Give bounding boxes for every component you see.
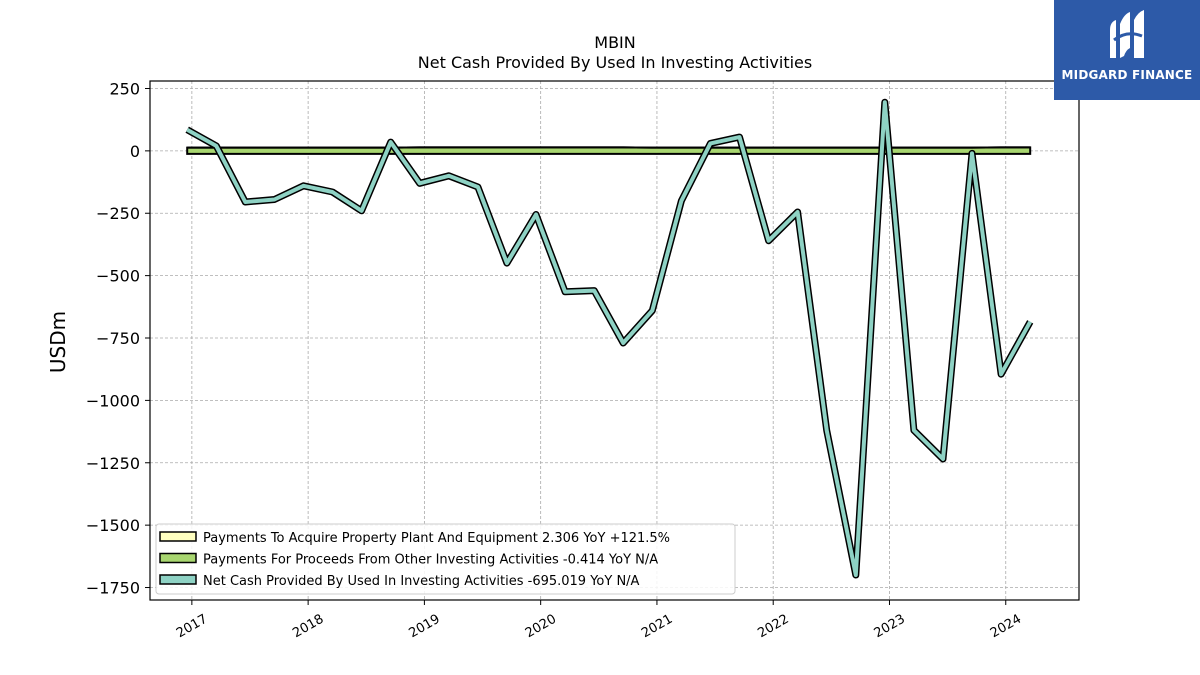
y-tick-label: 250 bbox=[109, 79, 140, 98]
legend-label: Payments To Acquire Property Plant And E… bbox=[203, 531, 670, 546]
y-tick-label: 0 bbox=[130, 142, 140, 161]
y-tick-label: −1250 bbox=[86, 454, 140, 473]
x-tick-label: 2020 bbox=[523, 612, 559, 642]
midgard-finance-logo: MIDGARD FINANCE bbox=[1054, 0, 1200, 100]
y-tick-label: −1000 bbox=[86, 391, 140, 410]
y-axis-label: USDm bbox=[46, 311, 70, 373]
legend-swatch bbox=[159, 552, 197, 564]
y-axis: 250 0 −250 −500 −750 −1000 −1250 −1500 −1750 bbox=[86, 79, 150, 598]
legend-swatch bbox=[159, 531, 197, 542]
legend-frame bbox=[155, 523, 736, 595]
x-tick-label: 2023 bbox=[872, 612, 908, 642]
chart-subtitle: Net Cash Provided By Used In Investing A… bbox=[418, 53, 812, 72]
y-tick-label: −500 bbox=[96, 267, 140, 286]
y-tick-label: −750 bbox=[96, 329, 140, 348]
x-tick-label: 2024 bbox=[988, 612, 1024, 642]
x-axis: 2017 2018 2019 2020 2021 2022 2023 2024 bbox=[174, 600, 1024, 641]
x-tick-label: 2019 bbox=[407, 612, 443, 642]
x-tick-label: 2017 bbox=[174, 612, 210, 642]
plot-frame bbox=[149, 80, 1080, 601]
grid bbox=[150, 81, 1079, 600]
x-tick-label: 2018 bbox=[290, 612, 326, 642]
y-tick-label: −1500 bbox=[86, 516, 140, 535]
series-line-net-cash-outline bbox=[185, 98, 1034, 579]
logo-mark-icon bbox=[1110, 10, 1144, 58]
series-line-net-cash bbox=[186, 100, 1032, 577]
y-tick-label: −1750 bbox=[86, 579, 140, 598]
x-tick-label: 2021 bbox=[639, 612, 675, 642]
legend-label: Payments For Proceeds From Other Investi… bbox=[203, 553, 658, 568]
y-tick-label: −250 bbox=[96, 204, 140, 223]
logo-name: MIDGARD FINANCE bbox=[1061, 68, 1193, 82]
series-lines bbox=[185, 98, 1034, 579]
legend: Payments To Acquire Property Plant And E… bbox=[155, 523, 736, 595]
legend-label: Net Cash Provided By Used In Investing A… bbox=[203, 574, 640, 589]
legend-swatch bbox=[159, 574, 197, 585]
x-tick-label: 2022 bbox=[755, 612, 791, 642]
chart-title: MBIN bbox=[594, 33, 635, 52]
